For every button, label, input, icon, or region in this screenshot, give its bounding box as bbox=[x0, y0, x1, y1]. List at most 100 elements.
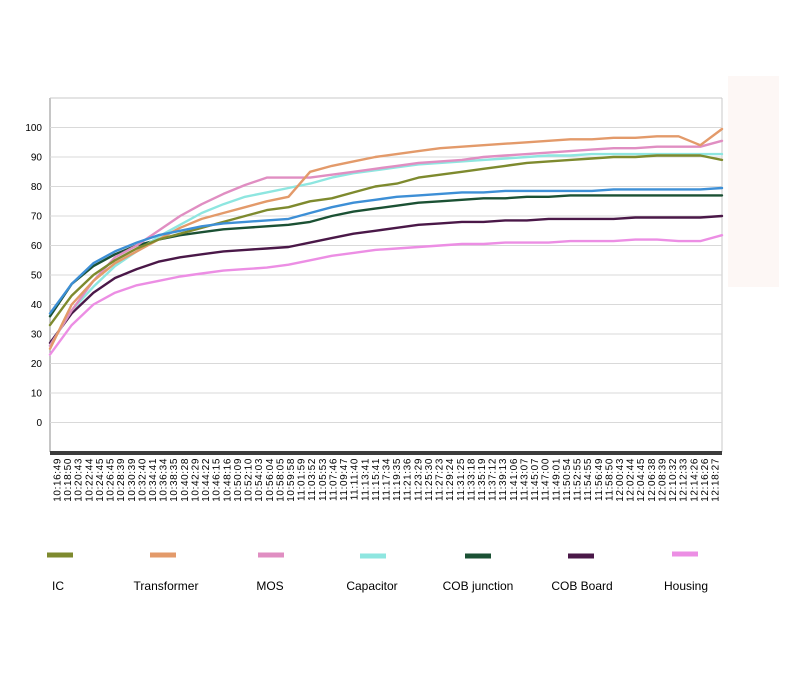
x-tick-label: 11:33:18 bbox=[466, 458, 477, 501]
x-tick-label: 10:28:39 bbox=[116, 458, 127, 502]
x-tick-label: 11:49:01 bbox=[551, 458, 562, 501]
x-tick-label: 10:16:49 bbox=[53, 458, 64, 502]
x-tick-label: 11:03:52 bbox=[307, 458, 318, 501]
x-axis-ticks: 10:16:49 10:18:50 10:20:43 10:22:44 10:24:45… bbox=[53, 458, 722, 502]
x-tick-label: 12:10:32 bbox=[668, 458, 679, 502]
x-tick-label: 12:14:26 bbox=[689, 458, 700, 502]
series-lines bbox=[48, 127, 724, 356]
x-tick-label: 10:38:35 bbox=[169, 458, 180, 502]
x-tick-label: 10:50:09 bbox=[233, 458, 244, 502]
x-tick-label: 11:21:36 bbox=[403, 458, 414, 501]
legend-label: MOS bbox=[256, 579, 283, 593]
y-tick-label: 70 bbox=[31, 212, 43, 223]
series-line-mos bbox=[48, 139, 724, 347]
x-tick-label: 11:54:55 bbox=[583, 458, 594, 501]
legend-swatch bbox=[150, 552, 176, 558]
x-tick-label: 10:59:58 bbox=[286, 458, 297, 502]
legend-swatch bbox=[568, 553, 594, 559]
x-tick-label: 11:56:49 bbox=[594, 458, 605, 501]
x-tick-label: 11:39:13 bbox=[498, 458, 509, 501]
x-tick-label: 10:24:45 bbox=[95, 458, 106, 502]
x-tick-label: 11:29:24 bbox=[445, 458, 456, 501]
legend-swatch bbox=[465, 553, 491, 559]
x-tick-label: 10:40:28 bbox=[180, 458, 191, 502]
x-tick-label: 11:09:47 bbox=[339, 458, 350, 501]
legend-swatch bbox=[672, 551, 698, 557]
legend-label: COB junction bbox=[443, 579, 514, 593]
x-axis-bar bbox=[50, 451, 722, 455]
legend-swatch bbox=[47, 552, 73, 558]
x-tick-label: 11:05:53 bbox=[318, 458, 329, 501]
x-tick-label: 12:06:38 bbox=[647, 458, 658, 502]
x-tick-label: 11:25:30 bbox=[424, 458, 435, 501]
series-line-ic bbox=[48, 154, 724, 327]
x-tick-label: 11:19:35 bbox=[392, 458, 403, 501]
x-tick-label: 11:58:50 bbox=[604, 458, 615, 501]
x-tick-label: 11:45:07 bbox=[530, 458, 541, 501]
side-panel bbox=[728, 76, 779, 287]
legend-label: Housing bbox=[664, 579, 708, 593]
y-axis-ticks: 0 10 20 30 40 50 60 70 80 90 100 bbox=[25, 123, 42, 429]
y-tick-label: 10 bbox=[31, 389, 43, 400]
legend-label: Transformer bbox=[134, 579, 199, 593]
x-tick-label: 11:35:19 bbox=[477, 458, 488, 501]
x-tick-label: 11:47:00 bbox=[541, 458, 552, 501]
x-tick-label: 11:13:41 bbox=[360, 458, 371, 501]
x-tick-label: 10:42:29 bbox=[191, 458, 202, 502]
x-tick-label: 10:54:03 bbox=[254, 458, 265, 502]
y-tick-label: 40 bbox=[31, 300, 43, 311]
x-tick-label: 12:12:33 bbox=[679, 458, 690, 502]
x-tick-label: 12:02:44 bbox=[626, 458, 637, 502]
x-tick-label: 10:30:39 bbox=[127, 458, 138, 502]
plot-frame bbox=[49, 97, 723, 455]
series-line-cob-board bbox=[48, 214, 724, 345]
legend: IC Transformer MOS Capacitor COB junction COB… bbox=[47, 551, 708, 593]
y-tick-label: 30 bbox=[31, 330, 43, 341]
x-tick-label: 10:26:45 bbox=[106, 458, 117, 502]
x-tick-label: 11:52:55 bbox=[573, 458, 584, 501]
x-tick-label: 10:22:44 bbox=[84, 458, 95, 502]
y-tick-label: 100 bbox=[25, 123, 42, 134]
legend-swatch bbox=[258, 552, 284, 558]
x-tick-label: 10:48:16 bbox=[222, 458, 233, 502]
y-tick-label: 60 bbox=[31, 241, 43, 252]
x-tick-label: 10:18:50 bbox=[63, 458, 74, 502]
x-tick-label: 11:50:54 bbox=[562, 458, 573, 501]
x-tick-label: 12:08:39 bbox=[657, 458, 668, 502]
x-tick-label: 11:11:40 bbox=[350, 458, 361, 500]
x-tick-label: 10:34:41 bbox=[148, 458, 159, 502]
x-tick-label: 11:15:41 bbox=[371, 458, 382, 501]
legend-label: IC bbox=[52, 579, 64, 593]
x-tick-label: 11:01:59 bbox=[297, 458, 308, 501]
x-tick-label: 12:04:45 bbox=[636, 458, 647, 502]
x-tick-label: 11:43:07 bbox=[520, 458, 531, 501]
y-tick-label: 0 bbox=[36, 418, 42, 429]
x-tick-label: 10:58:05 bbox=[275, 458, 286, 502]
x-tick-label: 11:27:23 bbox=[435, 458, 446, 501]
x-tick-label: 11:31:25 bbox=[456, 458, 467, 501]
x-tick-label: 10:32:40 bbox=[137, 458, 148, 502]
x-tick-label: 12:00:43 bbox=[615, 458, 626, 502]
series-line-cob-junction bbox=[48, 194, 724, 318]
series-line-housing bbox=[48, 233, 724, 356]
legend-label: Capacitor bbox=[346, 579, 397, 593]
x-tick-label: 12:18:27 bbox=[711, 458, 722, 502]
x-tick-label: 12:16:26 bbox=[700, 458, 711, 502]
x-tick-label: 11:41:06 bbox=[509, 458, 520, 501]
x-tick-label: 11:17:34 bbox=[382, 458, 393, 501]
x-tick-label: 11:23:29 bbox=[413, 458, 424, 501]
series-line-unlabeled bbox=[48, 186, 724, 315]
legend-label: COB Board bbox=[551, 579, 612, 593]
x-tick-label: 11:07:46 bbox=[328, 458, 339, 501]
x-tick-label: 10:52:10 bbox=[244, 458, 255, 502]
y-tick-label: 20 bbox=[31, 359, 43, 370]
y-tick-label: 50 bbox=[31, 271, 43, 282]
x-tick-label: 11:37:12 bbox=[488, 458, 499, 501]
x-tick-label: 10:36:34 bbox=[159, 458, 170, 502]
x-tick-label: 10:56:04 bbox=[265, 458, 276, 502]
x-tick-label: 10:44:22 bbox=[201, 458, 212, 502]
y-tick-label: 80 bbox=[31, 182, 43, 193]
y-tick-label: 90 bbox=[31, 153, 43, 164]
x-tick-label: 10:20:43 bbox=[74, 458, 85, 502]
